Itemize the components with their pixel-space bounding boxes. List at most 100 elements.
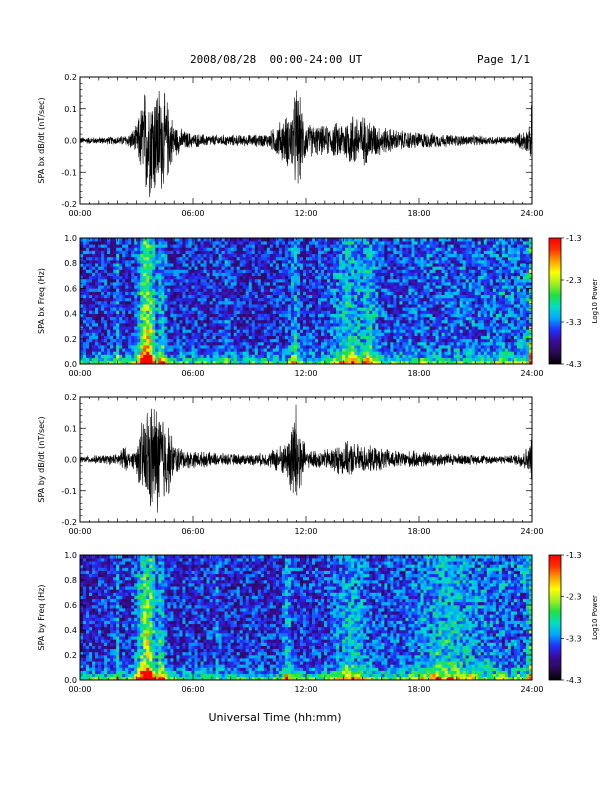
spectrogram-cell bbox=[408, 244, 412, 248]
spectrogram-cell bbox=[242, 253, 247, 258]
spectrogram-cell bbox=[167, 272, 171, 277]
spectrogram-cell bbox=[245, 263, 250, 267]
spectrogram-cell bbox=[113, 351, 117, 355]
spectrogram-cell bbox=[95, 338, 99, 343]
spectrogram-cell bbox=[275, 285, 280, 289]
spectrogram-cell bbox=[354, 260, 358, 264]
spectrogram-cell bbox=[351, 288, 355, 292]
spectrogram-cell bbox=[426, 282, 430, 286]
spectrogram-cell bbox=[381, 307, 385, 311]
spectrogram-cell bbox=[396, 272, 400, 277]
spectrogram-cell bbox=[336, 275, 340, 280]
spectrogram-cell bbox=[104, 360, 108, 365]
spectrogram-cell bbox=[399, 313, 403, 318]
spectrogram-cell bbox=[203, 253, 207, 258]
spectrogram-cell bbox=[128, 247, 132, 251]
spectrogram-cell bbox=[140, 335, 144, 340]
spectrogram-cell bbox=[384, 269, 388, 273]
spectrogram-cell bbox=[429, 326, 433, 330]
spectrogram-cell bbox=[158, 269, 162, 273]
spectrogram-cell bbox=[167, 260, 171, 264]
spectrogram-cell bbox=[107, 260, 111, 264]
spectrogram-cell bbox=[284, 269, 289, 273]
spectrogram-cell bbox=[324, 307, 328, 311]
spectrogram-cell bbox=[351, 241, 355, 245]
spectrogram-cell bbox=[269, 307, 274, 311]
spectrogram-cell bbox=[128, 288, 132, 292]
spectrogram-cell bbox=[137, 310, 141, 314]
spectrogram-cell bbox=[233, 348, 237, 352]
spectrogram-cell bbox=[426, 250, 430, 255]
spectrogram-cell bbox=[128, 238, 132, 242]
spectrogram-cell bbox=[224, 238, 228, 242]
spectrogram-cell bbox=[399, 338, 403, 343]
spectrogram-cell bbox=[236, 351, 240, 355]
spectrogram-cell bbox=[257, 288, 262, 292]
spectrogram-cell bbox=[89, 338, 93, 343]
spectrogram-cell bbox=[293, 304, 298, 308]
spectrogram-cell bbox=[272, 335, 277, 340]
spectrogram-cell bbox=[414, 253, 418, 258]
spectrogram-cell bbox=[215, 348, 219, 352]
spectrogram-cell bbox=[140, 250, 144, 255]
spectrogram-cell bbox=[242, 301, 247, 305]
spectrogram-cell bbox=[306, 360, 310, 365]
spectrogram-cell bbox=[182, 272, 186, 277]
spectrogram-cell bbox=[287, 294, 292, 299]
spectrogram-cell bbox=[137, 269, 141, 273]
spectrogram-cell bbox=[158, 275, 162, 280]
spectrogram-cell bbox=[239, 291, 244, 295]
spectrogram-cell bbox=[378, 269, 382, 273]
spectrogram-cell bbox=[345, 360, 349, 365]
spectrogram-cell bbox=[393, 304, 397, 308]
spectrogram-cell bbox=[161, 253, 165, 258]
spectrogram-cell bbox=[155, 332, 159, 336]
spectrogram-cell bbox=[164, 275, 168, 280]
spectrogram-cell bbox=[140, 323, 144, 327]
spectrogram-cell bbox=[146, 247, 150, 251]
spectrogram-cell bbox=[348, 310, 352, 314]
spectrogram-cell bbox=[206, 294, 210, 299]
spectrogram-cell bbox=[417, 256, 421, 261]
spectrogram-cell bbox=[435, 316, 439, 321]
spectrogram-cell bbox=[104, 260, 108, 264]
spectrogram-cell bbox=[248, 357, 253, 362]
spectrogram-cell bbox=[272, 238, 277, 242]
spectrogram-cell bbox=[354, 310, 358, 314]
spectrogram-cell bbox=[384, 238, 388, 242]
spectrogram-cell bbox=[315, 360, 319, 365]
spectrogram-cell bbox=[116, 335, 120, 340]
spectrogram-cell bbox=[164, 260, 168, 264]
spectrogram-cell bbox=[104, 263, 108, 267]
spectrogram-cell bbox=[227, 307, 231, 311]
spectrogram-cell bbox=[302, 272, 307, 277]
spectrogram-cell bbox=[417, 351, 421, 355]
spectrogram-cell bbox=[318, 360, 322, 365]
spectrogram-cell bbox=[366, 313, 370, 318]
spectrogram-cell bbox=[402, 335, 406, 340]
spectrogram-cell bbox=[251, 341, 256, 346]
spectrogram-cell bbox=[372, 263, 376, 267]
spectrogram-cell bbox=[218, 294, 222, 299]
spectrogram-cell bbox=[321, 326, 325, 330]
spectrogram-cell bbox=[312, 266, 316, 270]
spectrogram-cell bbox=[333, 253, 337, 258]
spectrogram-cell bbox=[92, 269, 96, 273]
spectrogram-cell bbox=[89, 247, 93, 251]
spectrogram-cell bbox=[233, 282, 237, 286]
spectrogram-cell bbox=[185, 256, 189, 261]
spectrogram-cell bbox=[89, 329, 93, 333]
spectrogram-cell bbox=[278, 310, 283, 314]
spectrogram-cell bbox=[125, 291, 129, 295]
spectrogram-cell bbox=[239, 304, 244, 308]
spectrogram-cell bbox=[266, 351, 271, 355]
spectrogram-cell bbox=[131, 269, 135, 273]
spectrogram-cell bbox=[197, 260, 201, 264]
spectrogram-cell bbox=[393, 285, 397, 289]
spectrogram-cell bbox=[369, 301, 373, 305]
spectrogram-cell bbox=[89, 256, 93, 261]
spectrogram-cell bbox=[221, 288, 225, 292]
spectrogram-cell bbox=[152, 307, 156, 311]
spectrogram-cell bbox=[378, 301, 382, 305]
spectrogram-cell bbox=[420, 338, 424, 343]
